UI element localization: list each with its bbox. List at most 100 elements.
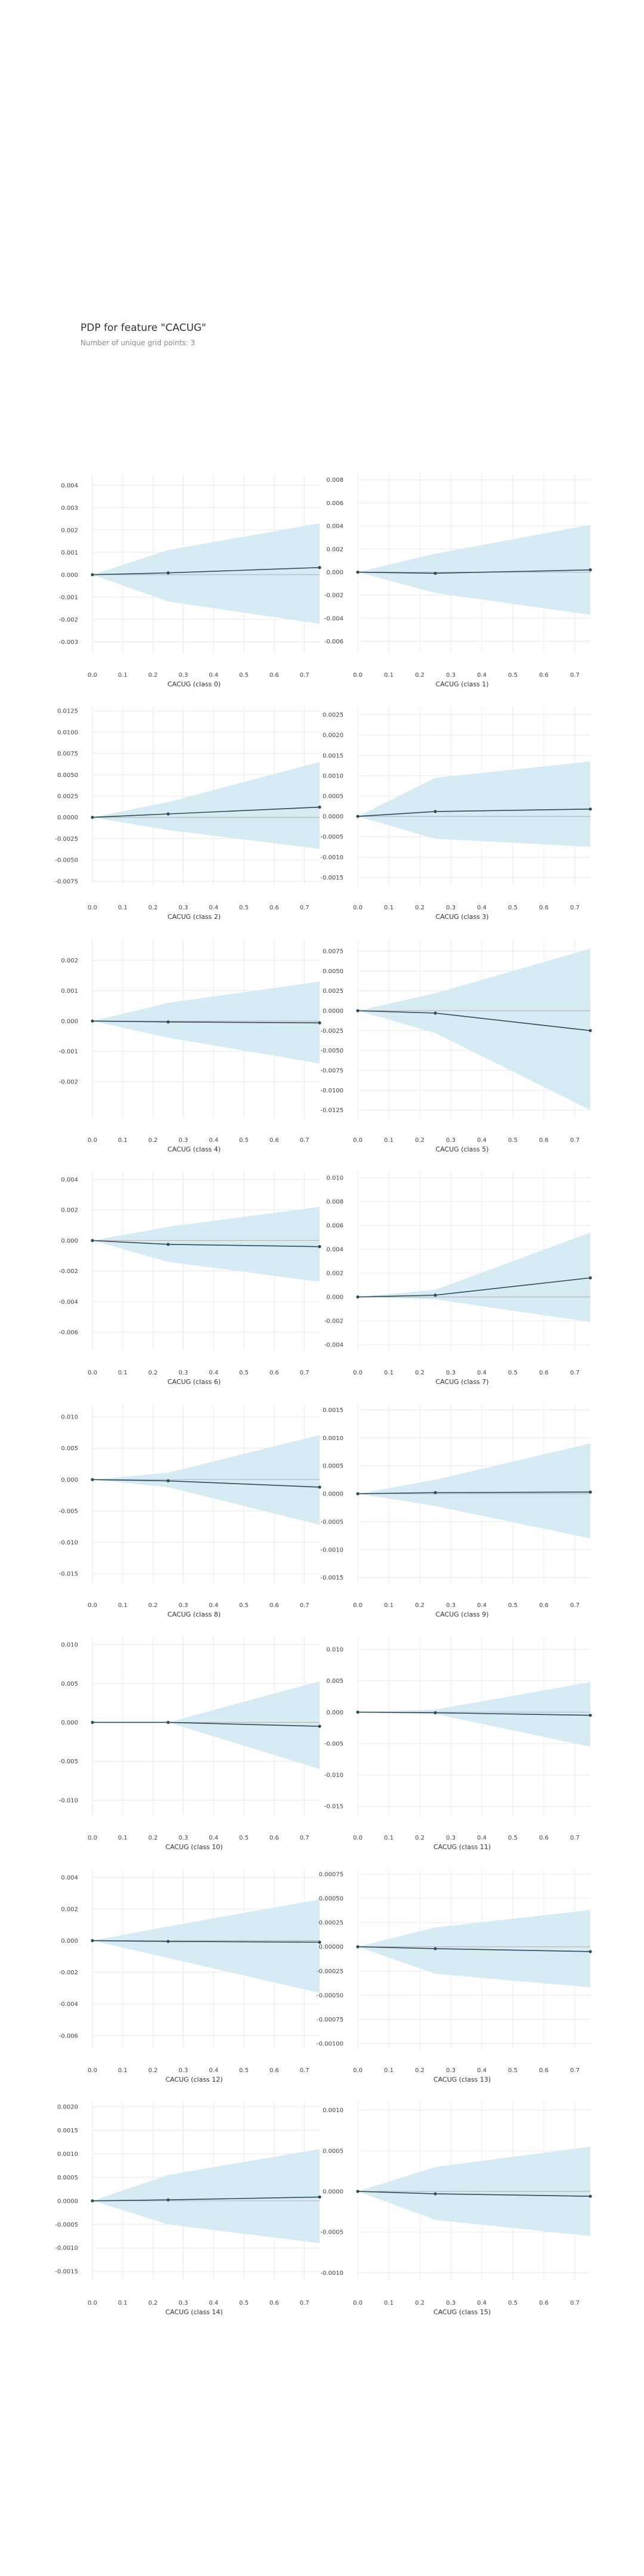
y-tick-label: 0.005 bbox=[326, 1678, 343, 1685]
x-tick-label: 0.4 bbox=[209, 1137, 218, 1144]
x-tick-label: 0.2 bbox=[148, 2067, 158, 2074]
y-tick-label: -0.002 bbox=[59, 1970, 78, 1976]
x-tick-label: 0.6 bbox=[270, 2300, 279, 2306]
x-tick-label: 0.3 bbox=[446, 905, 456, 911]
y-tick-label: 0.0015 bbox=[323, 753, 343, 759]
y-tick-label: 0.000 bbox=[61, 1938, 78, 1945]
y-tick-label: 0.002 bbox=[326, 546, 343, 553]
confidence-band bbox=[358, 1443, 590, 1538]
pdp-point bbox=[356, 1009, 360, 1013]
y-tick-label: -0.005 bbox=[59, 1758, 78, 1765]
pdp-point bbox=[589, 1029, 592, 1032]
x-tick-label: 0.4 bbox=[477, 905, 487, 911]
pdp-point bbox=[589, 1276, 592, 1280]
x-axis-label: CACUG (class 2) bbox=[168, 913, 221, 921]
x-tick-label: 0.6 bbox=[539, 905, 549, 911]
pdp-subplot-class-1: -0.006 -0.004 -0.002 0.000 0.002 0.004 0.006 0.… bbox=[324, 474, 592, 688]
pdp-subplot-class-5: -0.0125 -0.0100 -0.0075 -0.0050 -0.0025 0.000… bbox=[320, 939, 592, 1153]
x-tick-label: 0.1 bbox=[384, 1602, 394, 1609]
y-tick-label: -0.0125 bbox=[320, 1107, 343, 1114]
x-tick-label: 0.3 bbox=[178, 1602, 188, 1609]
x-tick-label: 0.6 bbox=[270, 905, 279, 911]
x-tick-label: 0.7 bbox=[570, 2067, 580, 2074]
x-axis-label: CACUG (class 11) bbox=[434, 1843, 491, 1851]
pdp-point bbox=[434, 1947, 437, 1950]
y-tick-label: 0.004 bbox=[326, 524, 343, 530]
x-tick-label: 0.2 bbox=[148, 1602, 158, 1609]
pdp-subplot-class-0: -0.003 -0.002 -0.001 0.000 0.001 0.002 0.003 0.… bbox=[59, 474, 321, 688]
y-tick-label: -0.00050 bbox=[317, 1992, 343, 1999]
y-tick-label: 0.000 bbox=[326, 569, 343, 576]
y-tick-label: 0.010 bbox=[61, 1414, 78, 1421]
y-tick-label: -0.0005 bbox=[320, 2230, 343, 2236]
y-tick-label: -0.001 bbox=[59, 595, 78, 601]
y-tick-label: 0.0000 bbox=[323, 1491, 343, 1498]
y-tick-label: -0.0010 bbox=[320, 1547, 343, 1553]
x-tick-label: 0.3 bbox=[446, 2300, 456, 2306]
y-tick-label: 0.002 bbox=[61, 1208, 78, 1214]
x-axis-label: CACUG (class 5) bbox=[435, 1145, 488, 1153]
y-tick-label: -0.005 bbox=[324, 1741, 343, 1747]
pdp-point bbox=[166, 1720, 170, 1724]
x-tick-label: 0.7 bbox=[300, 1370, 309, 1376]
y-tick-label: 0.002 bbox=[61, 958, 78, 964]
y-tick-label: -0.0050 bbox=[55, 857, 78, 864]
y-tick-label: 0.010 bbox=[61, 1642, 78, 1649]
x-axis-label: CACUG (class 15) bbox=[434, 2308, 491, 2316]
pdp-point bbox=[434, 2192, 437, 2196]
x-tick-label: 0.5 bbox=[239, 672, 249, 679]
pdp-point bbox=[356, 1945, 360, 1949]
y-tick-label: -0.015 bbox=[324, 1804, 343, 1810]
y-tick-label: 0.001 bbox=[61, 988, 78, 995]
x-tick-label: 0.3 bbox=[446, 1602, 456, 1609]
x-tick-label: 0.7 bbox=[570, 672, 580, 679]
x-tick-label: 0.0 bbox=[88, 1370, 97, 1376]
y-tick-label: 0.0010 bbox=[323, 1435, 343, 1442]
x-tick-label: 0.6 bbox=[539, 1370, 549, 1376]
y-tick-label: 0.00075 bbox=[319, 1872, 343, 1878]
y-tick-label: -0.0100 bbox=[320, 1088, 343, 1094]
y-tick-label: 0.003 bbox=[61, 505, 78, 512]
y-tick-label: 0.00025 bbox=[319, 1920, 343, 1927]
x-axis-label: CACUG (class 4) bbox=[168, 1145, 221, 1153]
y-tick-label: -0.0075 bbox=[55, 878, 78, 885]
pdp-point bbox=[434, 1293, 437, 1297]
x-tick-label: 0.0 bbox=[353, 1835, 363, 1841]
y-tick-label: 0.0000 bbox=[323, 814, 343, 821]
x-tick-label: 0.3 bbox=[446, 2067, 456, 2074]
y-tick-label: 0.0020 bbox=[323, 732, 343, 739]
x-tick-label: 0.6 bbox=[270, 1602, 279, 1609]
confidence-band bbox=[92, 523, 320, 624]
y-tick-label: 0.004 bbox=[61, 482, 78, 489]
x-tick-label: 0.4 bbox=[209, 672, 218, 679]
x-tick-label: 0.2 bbox=[148, 1835, 158, 1841]
x-tick-label: 0.7 bbox=[570, 2300, 580, 2306]
x-tick-label: 0.6 bbox=[539, 672, 549, 679]
y-tick-label: -0.002 bbox=[324, 1318, 343, 1325]
y-tick-label: -0.004 bbox=[324, 615, 343, 622]
x-tick-label: 0.2 bbox=[415, 1835, 425, 1841]
y-tick-label: 0.0075 bbox=[323, 949, 343, 955]
x-tick-label: 0.3 bbox=[178, 1137, 188, 1144]
x-tick-label: 0.5 bbox=[239, 2300, 249, 2306]
pdp-point bbox=[91, 2199, 94, 2203]
pdp-subplot-class-6: -0.006 -0.004 -0.002 0.000 0.002 0.004 0.0 0.1 0… bbox=[59, 1172, 321, 1386]
pdp-point bbox=[166, 1479, 170, 1483]
y-tick-label: 0.0005 bbox=[57, 2175, 78, 2181]
y-tick-label: 0.004 bbox=[326, 1247, 343, 1253]
x-tick-label: 0.1 bbox=[384, 1370, 394, 1376]
x-tick-label: 0.6 bbox=[270, 1835, 279, 1841]
x-tick-label: 0.7 bbox=[300, 1835, 309, 1841]
x-tick-label: 0.0 bbox=[88, 2300, 97, 2306]
x-tick-label: 0.6 bbox=[539, 2067, 549, 2074]
x-tick-label: 0.3 bbox=[178, 672, 188, 679]
pdp-point bbox=[91, 1478, 94, 1481]
x-tick-label: 0.6 bbox=[539, 1835, 549, 1841]
x-tick-label: 0.1 bbox=[118, 2300, 128, 2306]
y-tick-label: -0.0010 bbox=[55, 2245, 78, 2252]
pdp-point bbox=[356, 570, 360, 574]
figure-title: PDP for feature "CACUG" bbox=[80, 322, 206, 334]
x-tick-label: 0.5 bbox=[508, 1835, 518, 1841]
pdp-point bbox=[356, 815, 360, 818]
pdp-subplot-class-8: -0.015 -0.010 -0.005 0.000 0.005 0.010 0.0 0.1 0… bbox=[59, 1404, 321, 1618]
